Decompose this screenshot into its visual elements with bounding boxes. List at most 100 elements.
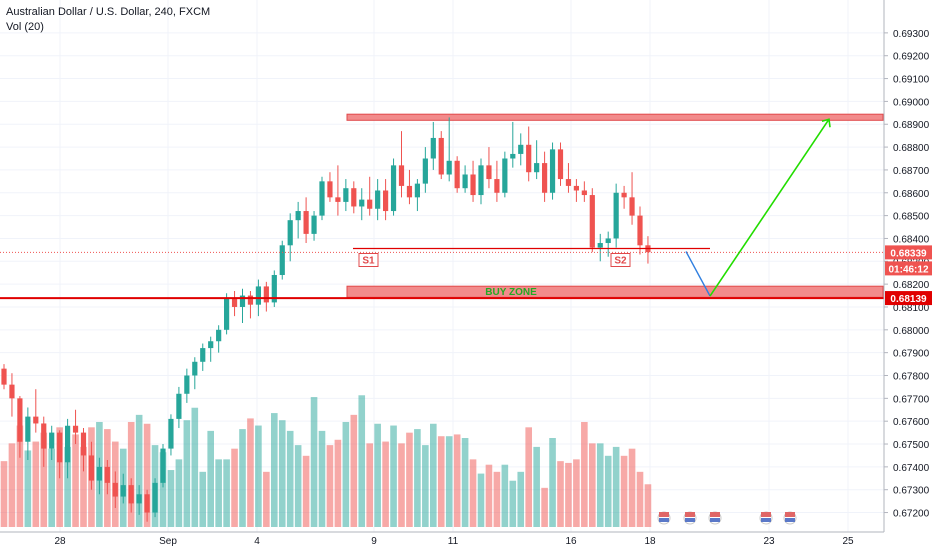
volume-bar: [501, 464, 509, 527]
volume-bar: [398, 443, 405, 527]
buy-zone: [346, 285, 884, 298]
candle-body: [247, 295, 254, 305]
event-flag-top: [710, 512, 720, 517]
economic-event-icon[interactable]: [683, 511, 697, 525]
volume-bar: [565, 462, 572, 527]
price-axis: 0.69300 0.69200 0.69100 0.69000 0.68900 0.688…: [883, 0, 932, 532]
candle-body: [80, 432, 87, 456]
economic-event-icon[interactable]: [708, 511, 722, 525]
candle-body: [176, 393, 182, 419]
volume-bar: [406, 432, 413, 527]
y-tick-label: 0.67500: [893, 440, 930, 451]
s2-label-box: [610, 253, 631, 268]
candle-body: [605, 238, 611, 244]
volume-bar: [326, 445, 334, 527]
y-tick-label: 0.67900: [893, 349, 930, 360]
candle-body: [168, 418, 174, 449]
candle-body: [303, 211, 309, 234]
s2-label-text: S2: [614, 256, 627, 267]
volume-bar: [80, 446, 87, 527]
volume-bar: [525, 427, 532, 527]
y-tick-label: 0.69000: [893, 97, 930, 108]
candle-body: [239, 295, 246, 307]
volume-bar: [517, 471, 525, 527]
candle-body: [422, 158, 428, 184]
volume-bar: [310, 397, 318, 527]
candle-body: [494, 179, 500, 193]
green-projection-arrow: [709, 118, 830, 297]
volume-bar: [541, 487, 548, 527]
event-flag-bottom: [785, 518, 795, 522]
candle-body: [414, 183, 420, 198]
economic-event-icon[interactable]: [783, 511, 797, 525]
x-tick-label: 18: [644, 536, 656, 547]
candle-body: [224, 297, 230, 330]
volume-bar: [628, 448, 636, 527]
candle-body: [120, 485, 126, 497]
y-tick-label: 0.68800: [893, 143, 930, 154]
event-flag-top: [659, 512, 669, 517]
candle-body: [57, 432, 63, 463]
candle-body: [573, 185, 579, 191]
volume-bar: [366, 443, 373, 527]
event-markers: [657, 511, 797, 525]
candle-body: [112, 482, 118, 497]
countdown-tag-bg: [885, 261, 932, 276]
volume-bar: [318, 430, 326, 527]
volume-bar: [414, 429, 421, 527]
volume-bar: [247, 418, 254, 527]
candle-body: [65, 425, 71, 463]
y-tick-label: 0.67800: [893, 371, 930, 382]
y-tick-label: 0.67600: [893, 417, 930, 428]
candle-body: [96, 466, 102, 481]
candle-body: [383, 190, 389, 212]
candle-body: [351, 188, 357, 207]
volume-bar: [255, 425, 262, 527]
s2-label: S2: [610, 253, 631, 268]
last-price-tag-text: 0.68339: [890, 248, 927, 259]
volume-bar: [302, 455, 310, 527]
economic-event-icon[interactable]: [759, 511, 773, 525]
candle-body: [534, 163, 540, 173]
y-tick-label: 0.69200: [893, 52, 930, 63]
level-price-tag-text: 0.68139: [890, 294, 927, 305]
volume-bar: [509, 480, 517, 527]
volume-bar: [143, 423, 151, 527]
volume-bar: [342, 421, 350, 527]
candle-body: [375, 190, 381, 209]
volume-bar: [461, 438, 469, 527]
candle-body: [319, 181, 325, 216]
candle-body: [589, 195, 595, 248]
candle-body: [216, 329, 222, 342]
y-tick-label: 0.68100: [893, 303, 930, 314]
s1-label-text: S1: [362, 256, 375, 267]
candle-body: [565, 179, 572, 186]
volume-bar: [374, 423, 381, 527]
candle-body: [454, 160, 460, 189]
x-tick-label: 16: [565, 536, 577, 547]
x-tick-label: 9: [371, 536, 377, 547]
countdown-tag: 01:46:12: [885, 261, 932, 276]
s1-label-box: [358, 253, 379, 268]
volume-bar: [175, 459, 183, 527]
candle-body: [510, 153, 516, 159]
candle-body: [279, 245, 285, 275]
volume-bar: [239, 429, 246, 527]
candle-body: [502, 158, 508, 193]
volume-bar: [231, 448, 238, 527]
volume-bar: [135, 414, 143, 527]
candle-body: [49, 432, 55, 449]
volume-bar: [24, 450, 32, 527]
candle-body: [621, 192, 627, 198]
candle-body: [33, 416, 39, 424]
candle-body: [295, 211, 301, 221]
economic-event-icon[interactable]: [657, 511, 671, 525]
volume-bar: [589, 443, 596, 527]
x-tick-label: 11: [448, 536, 459, 547]
candle-body: [526, 144, 532, 173]
event-flag-top: [785, 512, 795, 517]
candle-body: [549, 149, 556, 193]
candle-body: [581, 190, 587, 196]
